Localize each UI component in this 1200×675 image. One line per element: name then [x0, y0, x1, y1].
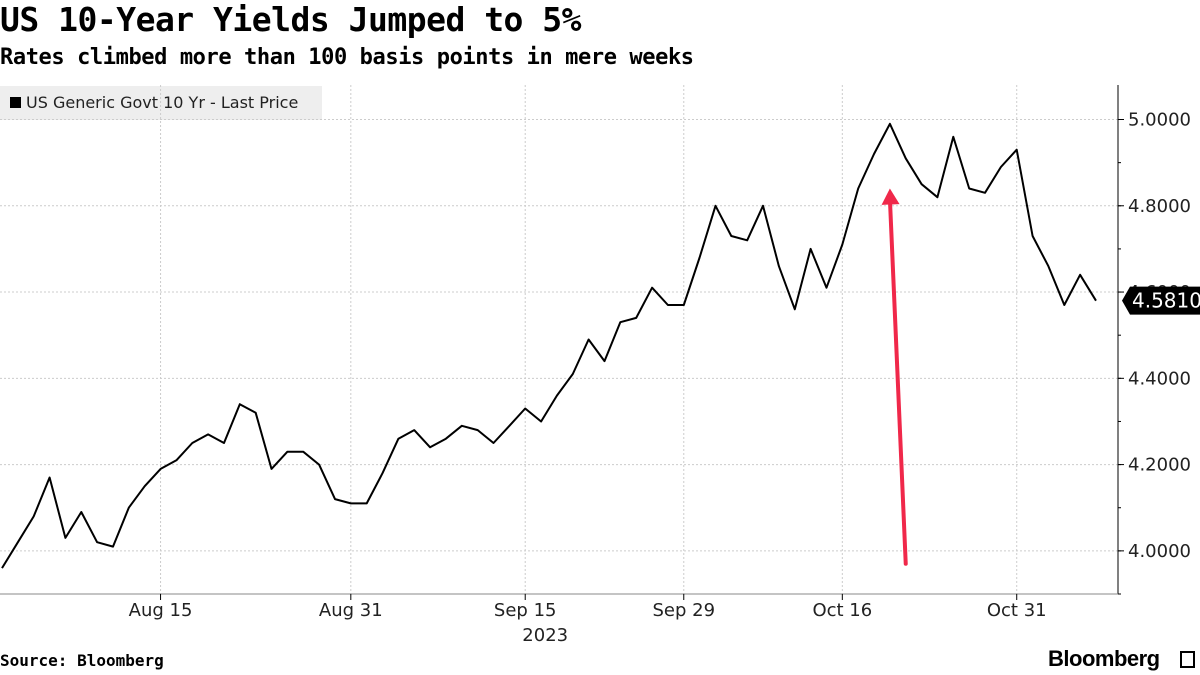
x-tick-label: Oct 31 — [987, 600, 1047, 621]
legend-swatch — [10, 97, 21, 108]
legend-label: US Generic Govt 10 Yr - Last Price — [26, 93, 299, 112]
brand-logo-icon — [1180, 651, 1195, 668]
y-tick-label: 4.4000 — [1128, 368, 1191, 389]
last-value-label: 4.5810 — [1132, 289, 1200, 313]
x-tick-label: Sep 15 — [494, 600, 557, 621]
x-tick-label: Sep 29 — [652, 600, 715, 621]
chart-title: US 10-Year Yields Jumped to 5% — [0, 0, 582, 39]
annotation-arrow-head — [881, 188, 900, 205]
brand-logo: Bloomberg — [1048, 646, 1160, 671]
chart-subtitle: Rates climbed more than 100 basis points… — [0, 45, 694, 70]
y-tick-label: 4.0000 — [1128, 541, 1191, 562]
y-tick-label: 4.2000 — [1128, 455, 1191, 476]
x-axis-label: 2023 — [522, 625, 568, 646]
source-note: Source: Bloomberg — [0, 651, 164, 670]
axes: 4.00004.20004.40004.60004.80005.0000Aug … — [0, 85, 1200, 646]
x-tick-label: Oct 16 — [812, 600, 872, 621]
y-tick-label: 5.0000 — [1128, 110, 1191, 131]
x-tick-label: Aug 31 — [319, 600, 383, 621]
y-tick-label: 4.8000 — [1128, 196, 1191, 217]
x-tick-label: Aug 15 — [129, 600, 193, 621]
series-line — [1, 122, 1097, 569]
annotations — [881, 188, 908, 566]
series-marks — [1, 122, 1097, 569]
gridlines — [0, 85, 1118, 594]
last-value-badge — [1122, 286, 1200, 315]
annotation-arrow-shaft — [887, 196, 908, 566]
